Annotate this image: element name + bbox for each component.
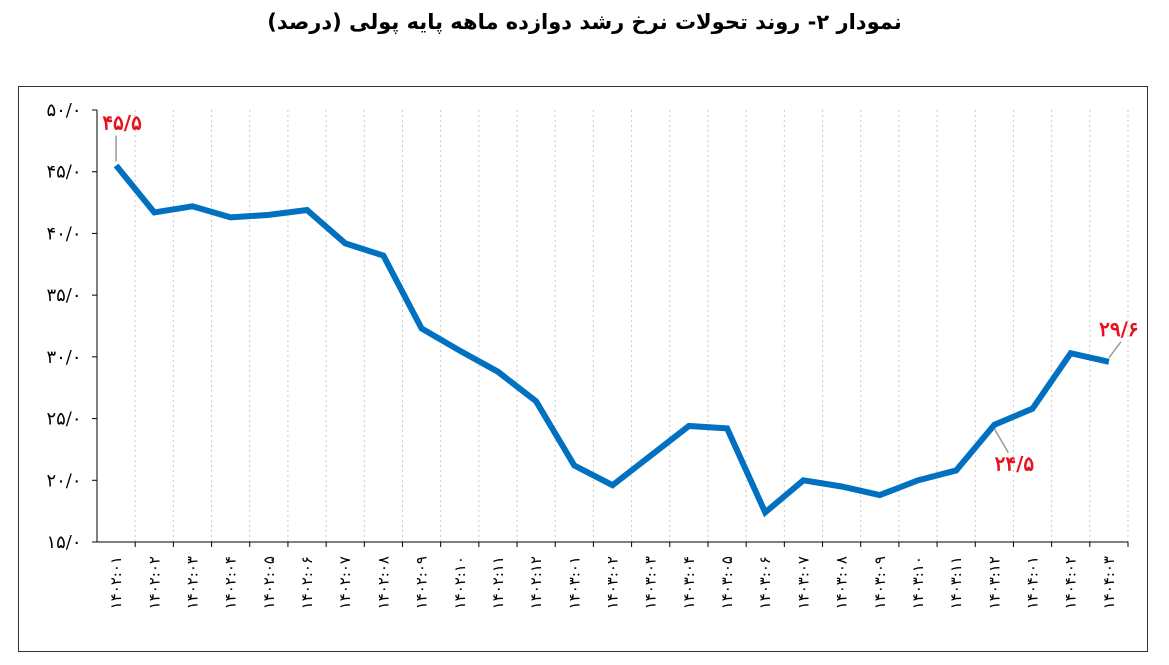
data-point <box>649 454 653 458</box>
x-tick-label: ۱۴۰۲:۰۲ <box>145 556 163 609</box>
data-point <box>801 478 805 482</box>
data-point <box>611 483 615 487</box>
data-point <box>458 349 462 353</box>
data-point <box>1107 360 1111 364</box>
data-point <box>343 241 347 245</box>
y-tick-label: ۴۰/۰ <box>46 223 81 244</box>
x-tick-label: ۱۴۰۲:۰۸ <box>374 556 392 609</box>
x-tick-label: ۱۴۰۲:۰۵ <box>260 556 278 609</box>
data-point <box>114 164 118 168</box>
x-tick-label: ۱۴۰۲:۱۱ <box>489 556 507 609</box>
y-tick-label: ۲۵/۰ <box>46 409 81 430</box>
y-tick-label: ۳۵/۰ <box>46 285 81 306</box>
x-tick-label: ۱۴۰۲:۰۶ <box>298 556 316 609</box>
chart-frame <box>18 86 1148 652</box>
y-tick-label: ۴۵/۰ <box>46 162 81 183</box>
data-point <box>305 208 309 212</box>
x-tick-label: ۱۴۰۲:۰۱ <box>107 556 125 609</box>
data-point <box>229 215 233 219</box>
x-tick-label: ۱۴۰۲:۰۷ <box>336 556 354 609</box>
data-label: ۴۵/۵ <box>102 111 142 135</box>
x-tick-label: ۱۴۰۲:۱۰ <box>451 556 469 609</box>
data-label: ۲۹/۶ <box>1099 317 1139 341</box>
data-label-leader <box>1108 341 1122 359</box>
data-point <box>1069 351 1073 355</box>
y-tick-label: ۵۰/۰ <box>46 100 81 121</box>
data-point <box>1031 407 1035 411</box>
x-tick-label: ۱۴۰۴:۰۱ <box>1024 556 1042 609</box>
data-point <box>381 254 385 258</box>
x-tick-label: ۱۴۰۳:۰۵ <box>718 556 736 609</box>
x-tick-label: ۱۴۰۴:۰۲ <box>1062 556 1080 609</box>
x-tick-label: ۱۴۰۲:۰۹ <box>413 556 431 609</box>
y-tick-label: ۳۰/۰ <box>46 347 81 368</box>
x-tick-label: ۱۴۰۳:۰۱ <box>565 556 583 609</box>
data-point <box>916 478 920 482</box>
chart-title: نمودار ۲- روند تحولات نرخ رشد دوازده ماه… <box>267 10 902 34</box>
x-tick-label: ۱۴۰۲:۰۳ <box>183 556 201 609</box>
data-point <box>725 426 729 430</box>
data-point <box>992 423 996 427</box>
x-tick-label: ۱۴۰۲:۱۲ <box>527 556 545 609</box>
data-point <box>840 484 844 488</box>
data-point <box>152 210 156 214</box>
data-point <box>267 213 271 217</box>
data-point <box>878 493 882 497</box>
x-tick-label: ۱۴۰۳:۰۹ <box>871 556 889 609</box>
data-point <box>496 370 500 374</box>
x-tick-label: ۱۴۰۳:۱۰ <box>909 556 927 609</box>
x-tick-label: ۱۴۰۳:۱۱ <box>947 556 965 609</box>
x-tick-label: ۱۴۰۴:۰۳ <box>1100 556 1118 609</box>
x-tick-label: ۱۴۰۳:۰۶ <box>756 556 774 609</box>
data-point <box>190 204 194 208</box>
data-point <box>572 463 576 467</box>
x-tick-label: ۱۴۰۳:۰۸ <box>833 556 851 609</box>
data-point <box>687 424 691 428</box>
data-point <box>420 326 424 330</box>
data-label: ۲۴/۵ <box>995 452 1035 476</box>
data-label-leader <box>993 428 1009 454</box>
series-line <box>113 163 1110 518</box>
data-point <box>763 510 767 514</box>
data-point <box>954 468 958 472</box>
x-tick-label: ۱۴۰۳:۰۲ <box>604 556 622 609</box>
x-tick-label: ۱۴۰۳:۰۷ <box>794 556 812 609</box>
x-tick-label: ۱۴۰۲:۰۴ <box>222 556 240 609</box>
x-tick-label: ۱۴۰۳:۰۳ <box>642 556 660 609</box>
x-tick-label: ۱۴۰۳:۱۲ <box>985 556 1003 609</box>
y-tick-label: ۱۵/۰ <box>46 532 81 553</box>
x-tick-label: ۱۴۰۳:۰۴ <box>680 556 698 609</box>
y-tick-label: ۲۰/۰ <box>46 470 81 491</box>
data-point <box>534 399 538 403</box>
